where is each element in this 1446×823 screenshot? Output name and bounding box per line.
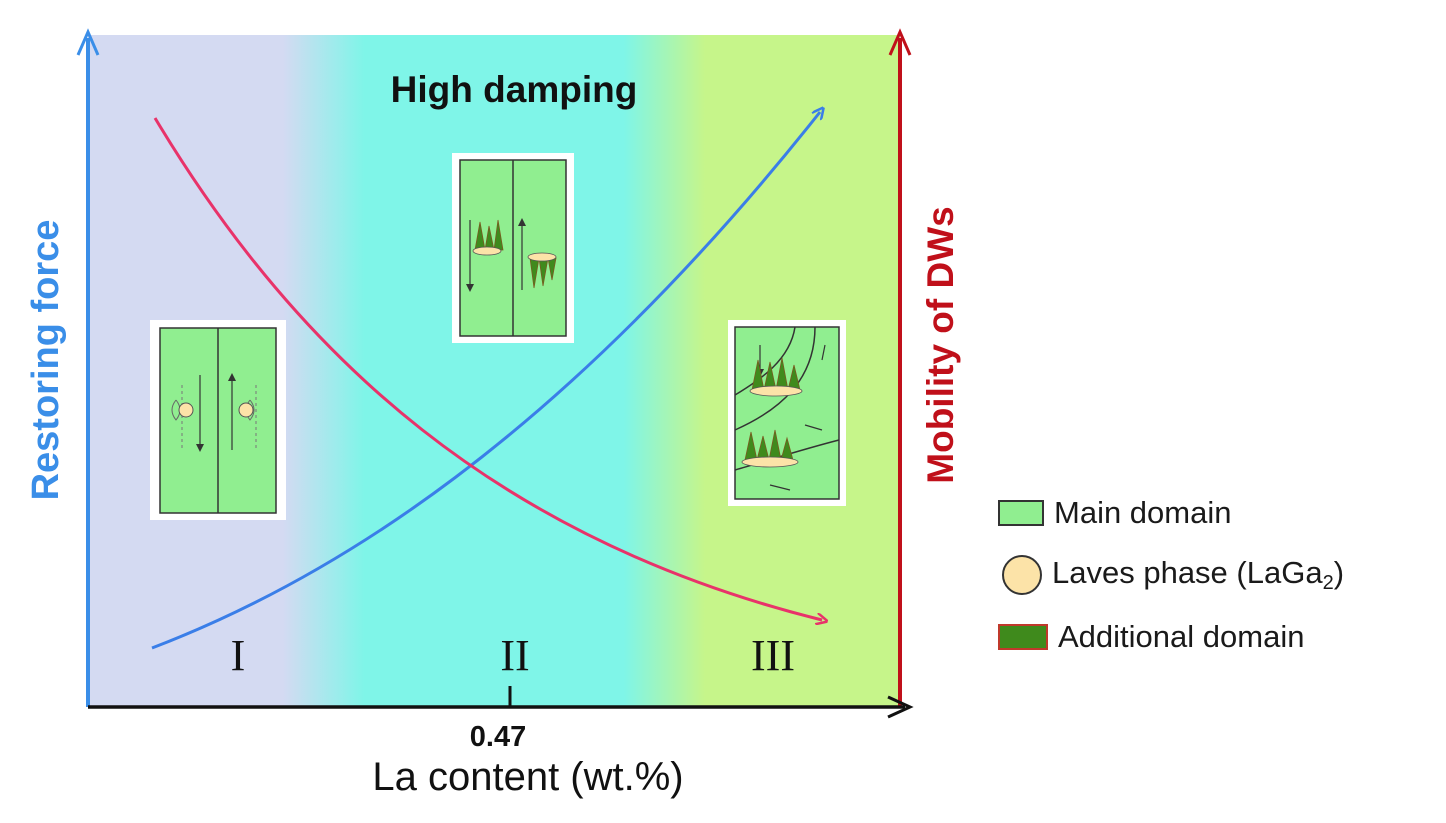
right-axis-arrow-icon — [888, 28, 912, 56]
x-tick-label: 0.47 — [470, 721, 526, 753]
x-axis-label: La content (wt.%) — [372, 755, 683, 799]
legend-item-additional-domain: Additional domain — [998, 619, 1304, 655]
legend-item-laves-phase: Laves phase (LaGa2) — [998, 555, 1344, 595]
left-axis-label: Restoring force — [25, 220, 67, 501]
region-label-1: I — [231, 631, 246, 680]
diagram-title: High damping — [391, 69, 638, 110]
domain-inset-2 — [452, 153, 574, 343]
mobility-curve — [153, 117, 822, 620]
right-axis-label: Mobility of DWs — [920, 206, 961, 483]
laves-phase-swatch-icon — [1002, 555, 1042, 595]
additional-domain-swatch-icon — [998, 624, 1048, 650]
legend-label-laves-phase: Laves phase (LaGa2) — [1052, 555, 1345, 594]
legend-label-main-domain: Main domain — [1054, 495, 1232, 530]
region-label-2: II — [500, 631, 529, 680]
main-domain-swatch-icon — [998, 500, 1044, 526]
restoring-force-curve — [151, 112, 820, 650]
legend-item-main-domain: Main domain — [998, 495, 1231, 531]
domain-inset-1 — [150, 320, 286, 520]
domain-inset-3 — [728, 320, 846, 506]
legend-label-additional-domain: Additional domain — [1058, 619, 1305, 654]
left-axis-arrow-icon — [76, 28, 100, 56]
region-label-3: III — [751, 631, 795, 680]
x-axis-arrow-icon — [887, 695, 914, 719]
